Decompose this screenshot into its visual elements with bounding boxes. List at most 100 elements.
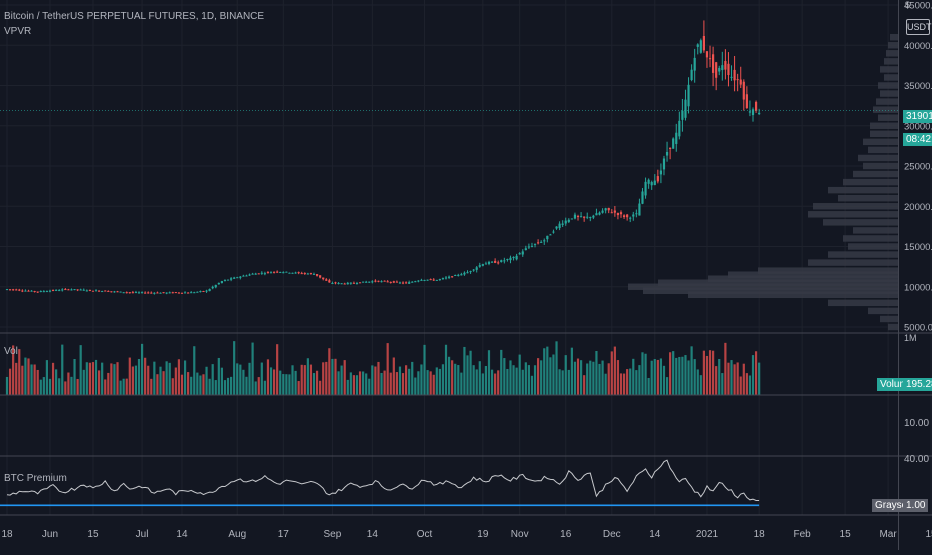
candle-body (512, 256, 515, 258)
volume-bar (110, 363, 113, 395)
candle-body (288, 272, 291, 274)
volume-tag-value: 195.285K (903, 378, 932, 391)
candle-body (220, 281, 223, 283)
candle-body (576, 216, 580, 218)
volume-bar (171, 378, 174, 395)
candle-body (389, 281, 392, 283)
time-axis-label: 19 (477, 529, 489, 540)
volume-bar (55, 369, 58, 395)
candle-body (190, 292, 193, 294)
volume-bar (632, 358, 635, 395)
candle-body (506, 259, 509, 261)
currency-unit-button[interactable]: USDT (906, 19, 932, 35)
candle-body (119, 291, 122, 293)
premium-tag-value: 1.00 (903, 499, 929, 512)
volume-bar (183, 360, 187, 395)
volume-bar (395, 372, 398, 395)
volume-bar (521, 369, 524, 395)
candle-body (733, 69, 736, 81)
candle-body (48, 290, 52, 292)
premium-pane-label[interactable]: BTC Premium (4, 473, 67, 484)
candle-body (73, 289, 76, 291)
candle-body (727, 63, 730, 76)
volume-bar (524, 362, 527, 395)
volume-bar (211, 364, 214, 395)
last-price-tag: 31901.00 (903, 110, 932, 123)
candle-body (715, 62, 718, 78)
candle-body (177, 292, 181, 294)
candle-body (472, 269, 475, 271)
candle-body (659, 170, 663, 175)
candle-body (144, 292, 147, 294)
vpvr-bar (758, 267, 898, 274)
candle-body (355, 283, 359, 285)
candle-body (27, 290, 30, 292)
candle-body (408, 282, 411, 284)
vpvr-bar (878, 114, 898, 121)
volume-bar (484, 366, 488, 395)
volume-bar (337, 371, 340, 395)
volume-bar (478, 361, 481, 395)
volume-bar (303, 365, 306, 395)
candle-body (42, 291, 45, 293)
candle-body (392, 281, 395, 283)
volume-bar (629, 368, 632, 395)
volume-pane-label[interactable]: Vol (4, 346, 18, 357)
volume-bar (236, 363, 239, 395)
candle-body (662, 158, 666, 170)
volume-bar (153, 361, 156, 395)
volume-bar (257, 377, 260, 395)
volume-bar (300, 364, 303, 395)
volume-bar (537, 358, 540, 395)
volume-bar (383, 370, 386, 395)
candle-body (325, 279, 328, 281)
volume-bar (426, 370, 429, 395)
volume-bar (736, 362, 739, 395)
volume-bar (214, 380, 217, 395)
volume-bar (487, 350, 491, 395)
volume-bar (469, 350, 472, 395)
volume-bar (165, 361, 168, 395)
vpvr-bar (843, 235, 898, 242)
candle-body (340, 283, 343, 285)
candle-body (380, 281, 383, 283)
countdown-tag: 08:42:52 (903, 133, 932, 146)
volume-bar (533, 365, 537, 395)
candle-body (319, 275, 322, 278)
candle-body (98, 290, 101, 292)
candle-body (371, 281, 374, 283)
volume-bar (705, 355, 709, 395)
vpvr-indicator-label[interactable]: VPVR (4, 26, 32, 37)
vpvr-bar (868, 307, 898, 315)
candle-body (484, 263, 488, 265)
volume-bar (343, 360, 346, 395)
volume-bar (377, 361, 380, 395)
candle-body (497, 262, 500, 264)
symbol-title[interactable]: Bitcoin / TetherUS PERPETUAL FUTURES, 1D… (4, 11, 265, 22)
volume-bar (309, 364, 313, 395)
candle-body (174, 292, 177, 294)
candle-body (76, 289, 79, 291)
candle-body (401, 282, 405, 284)
volume-bar (346, 379, 349, 395)
premium-line (6, 459, 760, 501)
volume-bar (21, 365, 24, 395)
volume-bar (435, 367, 438, 395)
candle-body (543, 240, 546, 242)
candle-body (36, 291, 39, 293)
candle-body (478, 265, 481, 267)
time-axis-label: Sep (324, 529, 342, 540)
candle-body (595, 213, 598, 216)
vpvr-bar (828, 251, 898, 258)
candle-body (15, 289, 18, 291)
volume-bar (708, 350, 712, 395)
volume-bar (564, 355, 567, 395)
volume-bar (500, 349, 503, 395)
candle-body (432, 279, 435, 281)
time-axis-label: Dec (603, 529, 621, 540)
candle-body (187, 292, 190, 294)
volume-bar (490, 369, 494, 395)
volume-bar (503, 358, 506, 395)
